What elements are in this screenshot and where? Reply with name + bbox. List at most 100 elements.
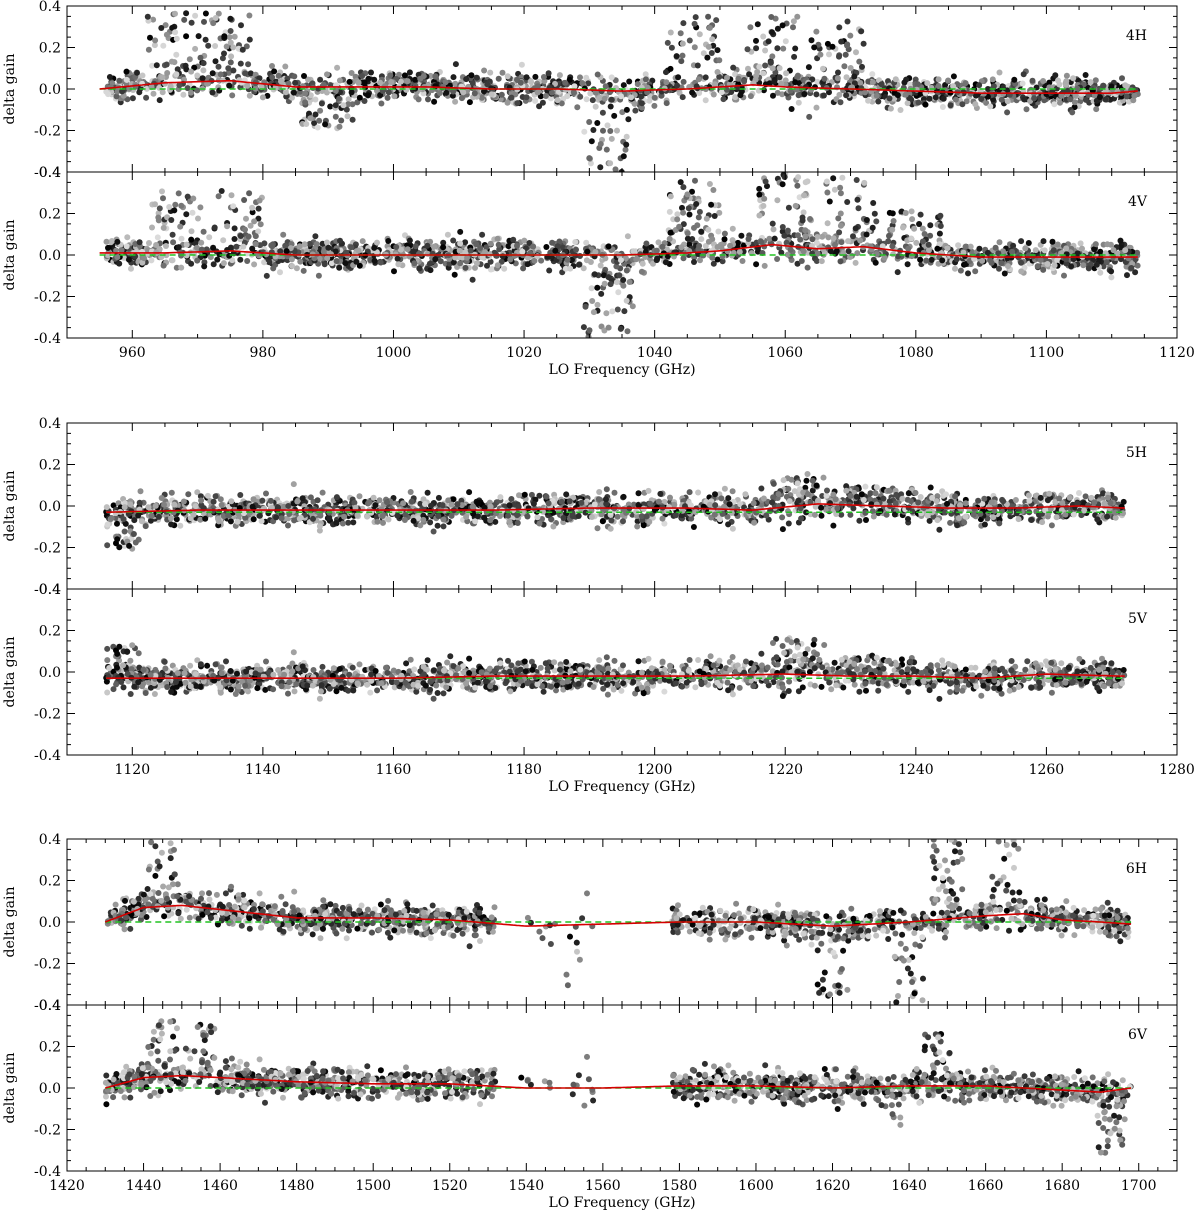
data-point [668, 44, 675, 51]
data-point [156, 84, 163, 91]
data-point [837, 99, 844, 106]
data-point [805, 64, 812, 71]
data-point [711, 213, 718, 219]
data-point [569, 256, 575, 263]
data-point [765, 38, 772, 45]
data-point [255, 228, 262, 235]
data-point [1037, 257, 1044, 263]
data-point [194, 489, 201, 496]
data-point [925, 241, 932, 248]
data-point [534, 89, 541, 96]
data-point [227, 518, 234, 525]
data-point [188, 260, 195, 267]
data-point [686, 211, 693, 218]
data-point [518, 74, 525, 81]
data-point [760, 70, 767, 77]
data-point [271, 68, 278, 75]
data-point [217, 71, 224, 78]
data-point [314, 497, 321, 504]
data-point [310, 85, 316, 91]
data-point [972, 101, 979, 108]
data-point [210, 20, 217, 27]
data-point [197, 54, 204, 61]
data-point [706, 181, 713, 187]
data-point [498, 258, 505, 265]
data-point [407, 489, 414, 495]
data-point [114, 536, 121, 543]
data-point [873, 251, 880, 258]
data-point [880, 495, 887, 502]
data-point [183, 211, 190, 218]
data-point [570, 89, 577, 96]
data-point [564, 93, 571, 100]
data-point [674, 216, 681, 223]
data-point [631, 100, 638, 107]
data-point [316, 527, 323, 534]
data-point [467, 247, 474, 254]
data-point [332, 113, 339, 120]
data-point [952, 265, 958, 272]
data-point [996, 265, 1002, 272]
data-point [936, 241, 943, 248]
data-point [944, 245, 951, 252]
data-point [875, 98, 882, 105]
data-point [587, 90, 594, 97]
data-point [835, 215, 842, 222]
data-point [710, 260, 717, 267]
data-point [259, 94, 266, 101]
data-point [897, 107, 904, 113]
data-point [819, 233, 826, 240]
data-point [468, 72, 475, 79]
data-point [965, 270, 971, 277]
data-point [1009, 248, 1016, 255]
data-point [680, 255, 687, 262]
data-point [678, 244, 685, 251]
data-point [159, 89, 166, 96]
data-point [667, 229, 674, 236]
data-point [802, 227, 809, 234]
data-point [251, 218, 258, 225]
data-point [149, 62, 156, 69]
data-point [824, 189, 831, 196]
data-point [249, 209, 256, 216]
data-point [921, 231, 928, 237]
data-point [729, 488, 736, 495]
data-point [531, 257, 538, 264]
data-point [361, 98, 368, 104]
data-point [327, 103, 334, 110]
data-point [183, 241, 190, 248]
data-point [452, 61, 459, 68]
data-point [735, 75, 742, 82]
data-point [114, 238, 121, 245]
data-point [872, 259, 879, 266]
data-point [879, 243, 886, 250]
data-point [603, 310, 610, 317]
data-point [231, 225, 238, 232]
data-point [676, 223, 683, 230]
data-point [844, 41, 851, 48]
data-point [618, 257, 624, 264]
data-point [1085, 265, 1092, 272]
data-point [785, 204, 792, 211]
data-point [487, 266, 494, 273]
data-point [184, 193, 191, 200]
data-point [795, 174, 802, 181]
data-point [953, 256, 960, 263]
data-point [795, 92, 802, 99]
data-point [247, 70, 254, 77]
data-point [536, 103, 543, 110]
data-point [714, 256, 721, 263]
data-point [663, 100, 670, 107]
data-point [940, 95, 947, 102]
data-point [158, 25, 165, 31]
data-point [927, 222, 934, 229]
data-point [678, 58, 685, 65]
data-point [436, 90, 443, 96]
data-point [173, 51, 180, 58]
data-point [721, 236, 728, 243]
data-point [1029, 77, 1036, 84]
data-point [797, 236, 804, 243]
data-point [947, 102, 954, 109]
data-point [237, 233, 244, 239]
x-tick-label: 1040 [637, 345, 673, 361]
